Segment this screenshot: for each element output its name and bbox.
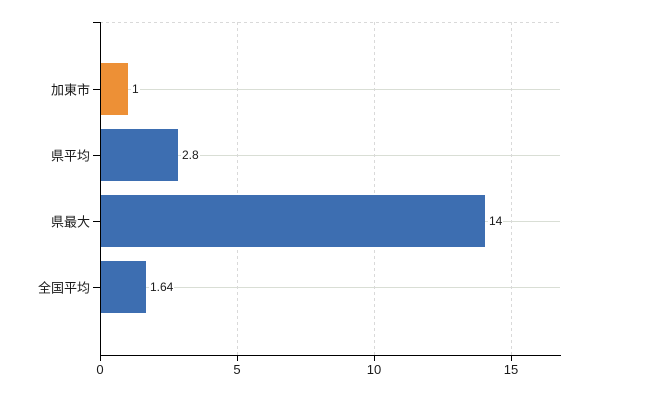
bar [101,63,128,115]
x-tick-label: 5 [233,362,241,377]
x-axis-line [100,355,561,356]
x-axis-tick [511,356,512,361]
category-label: 加東市 [50,82,90,98]
y-axis-tick [93,221,100,222]
gridline-horizontal [100,287,560,288]
x-axis-tick [237,356,238,361]
x-tick-label: 10 [366,362,382,377]
gridline-vertical [511,22,512,355]
value-label: 1.64 [149,280,175,294]
plot-top-border [100,22,560,23]
gridline-horizontal [100,89,560,90]
x-tick-label: 0 [96,362,104,377]
value-label: 2.8 [181,148,200,162]
y-axis-tick [93,287,100,288]
y-axis-tick [93,155,100,156]
x-axis-tick [100,356,101,361]
category-label: 県平均 [50,148,90,164]
gridline-horizontal [100,155,560,156]
x-tick-label: 15 [503,362,519,377]
bar [101,195,485,247]
y-axis-tick [93,22,100,23]
value-label: 14 [488,214,504,228]
y-axis-tick [93,89,100,90]
bar [101,261,146,313]
value-label: 1 [131,82,140,96]
category-label: 全国平均 [37,280,90,296]
x-axis-tick [374,356,375,361]
y-axis-line [100,22,101,355]
bar [101,129,178,181]
gridline-vertical [374,22,375,355]
category-label: 県最大 [50,214,90,230]
gridline-vertical [237,22,238,355]
